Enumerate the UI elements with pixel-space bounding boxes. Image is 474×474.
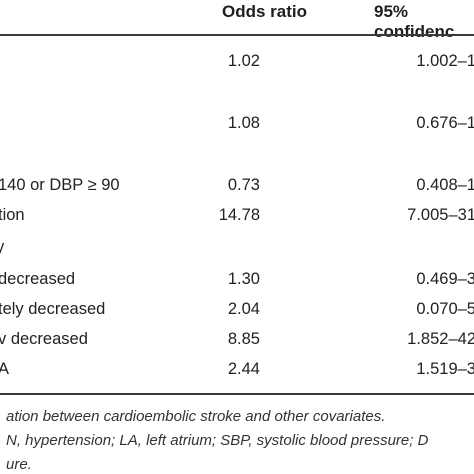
row-label: A xyxy=(0,360,10,378)
odds-ratio-cell: 14.78 xyxy=(218,206,260,224)
table-header-odds-ratio: Odds ratio xyxy=(222,2,308,21)
confidence-interval-cell: 0.408–1 xyxy=(416,176,474,194)
table-row: 1.02 1.002–1 xyxy=(0,52,474,78)
table-row: decreased 1.30 0.469–3 xyxy=(0,270,474,296)
confidence-interval-cell: 7.005–31 xyxy=(407,206,474,224)
row-label: tion xyxy=(0,206,25,224)
table-bottom-rule xyxy=(0,393,474,395)
confidence-interval-cell: 1.852–42 xyxy=(407,330,474,348)
row-label: y xyxy=(0,238,5,256)
odds-ratio-cell: 0.73 xyxy=(227,176,260,194)
confidence-interval-cell: 0.676–1 xyxy=(416,114,474,132)
row-label: v decreased xyxy=(0,330,88,348)
footnote-line: ation between cardioembolic stroke and o… xyxy=(6,408,386,425)
confidence-interval-cell: 1.002–1 xyxy=(416,52,474,70)
row-label: tely decreased xyxy=(0,300,106,318)
footnote-line: ure. xyxy=(6,456,32,473)
confidence-interval-cell: 1.519–3 xyxy=(416,360,474,378)
table-row: tion 14.78 7.005–31 xyxy=(0,206,474,232)
confidence-interval-cell: 0.469–3 xyxy=(416,270,474,288)
odds-ratio-cell: 1.08 xyxy=(227,114,260,132)
table-row: tely decreased 2.04 0.070–5 xyxy=(0,300,474,326)
odds-ratio-cell: 8.85 xyxy=(227,330,260,348)
table-row: A 2.44 1.519–3 xyxy=(0,360,474,386)
odds-ratio-cell: 1.02 xyxy=(227,52,260,70)
row-label: 140 or DBP ≥ 90 xyxy=(0,176,120,194)
odds-ratio-cell: 2.04 xyxy=(227,300,260,318)
table-row: 140 or DBP ≥ 90 0.73 0.408–1 xyxy=(0,176,474,202)
footnote-line: N, hypertension; LA, left atrium; SBP, s… xyxy=(6,432,429,449)
table-row: 1.08 0.676–1 xyxy=(0,114,474,140)
odds-ratio-cell: 1.30 xyxy=(227,270,260,288)
table-row: v decreased 8.85 1.852–42 xyxy=(0,330,474,356)
table-header-confidence-interval: 95% confidenc xyxy=(374,2,455,41)
table-row: y xyxy=(0,238,474,264)
confidence-interval-cell: 0.070–5 xyxy=(416,300,474,318)
odds-ratio-cell: 2.44 xyxy=(227,360,260,378)
header-rule xyxy=(0,34,474,36)
row-label: decreased xyxy=(0,270,76,288)
